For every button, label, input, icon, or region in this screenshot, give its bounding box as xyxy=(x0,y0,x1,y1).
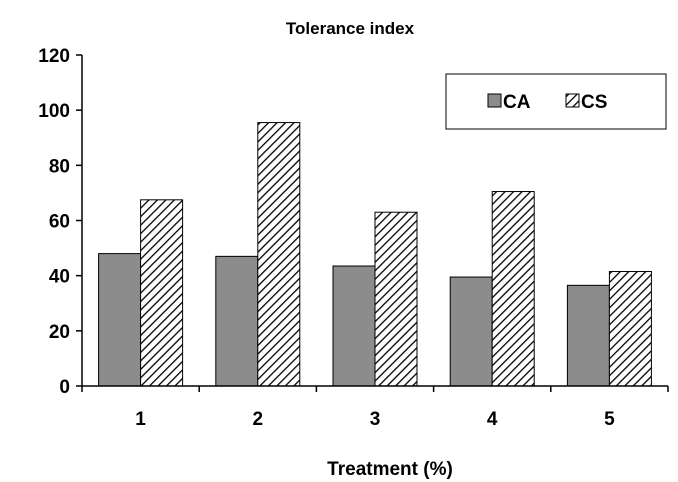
x-tick-label: 2 xyxy=(253,409,264,430)
y-tick-label: 20 xyxy=(49,322,70,343)
bar-cs-3 xyxy=(374,211,418,387)
legend: CA CS xyxy=(445,73,667,130)
plot-area: 0 20 40 60 80 100 120 1 2 3 4 5 xyxy=(38,46,669,430)
x-ticks-group: 1 2 3 4 5 xyxy=(81,386,669,430)
legend-swatch-ca xyxy=(487,93,502,108)
bar-cs-4 xyxy=(491,191,535,387)
y-tick-label: 100 xyxy=(38,101,70,122)
bar-cs-2 xyxy=(257,122,301,387)
legend-box xyxy=(445,73,667,130)
chart-title: Tolerance index xyxy=(286,19,415,38)
y-tick-label: 60 xyxy=(49,212,70,233)
bar-cs-5 xyxy=(608,271,652,387)
x-tick-label: 5 xyxy=(604,409,615,430)
y-tick-label: 0 xyxy=(59,377,70,398)
legend-swatch-cs xyxy=(565,93,580,108)
bar-ca-2 xyxy=(215,255,259,387)
x-tick-label: 1 xyxy=(135,409,146,430)
bar-ca-4 xyxy=(449,276,493,387)
y-tick-label: 40 xyxy=(49,267,70,288)
y-tick-label: 80 xyxy=(49,156,70,177)
bar-ca-1 xyxy=(98,253,142,387)
bar-cs-1 xyxy=(140,199,184,387)
x-axis-label: Treatment (%) xyxy=(327,459,453,480)
bar-ca-5 xyxy=(566,284,610,387)
x-tick-label: 4 xyxy=(487,409,498,430)
y-ticks-group: 0 20 40 60 80 100 120 xyxy=(38,46,82,398)
x-tick-label: 3 xyxy=(370,409,381,430)
bars-group xyxy=(98,122,652,387)
legend-label-ca: CA xyxy=(503,92,531,113)
bar-ca-3 xyxy=(332,265,376,387)
legend-label-cs: CS xyxy=(581,92,607,113)
y-tick-label: 120 xyxy=(38,46,70,67)
